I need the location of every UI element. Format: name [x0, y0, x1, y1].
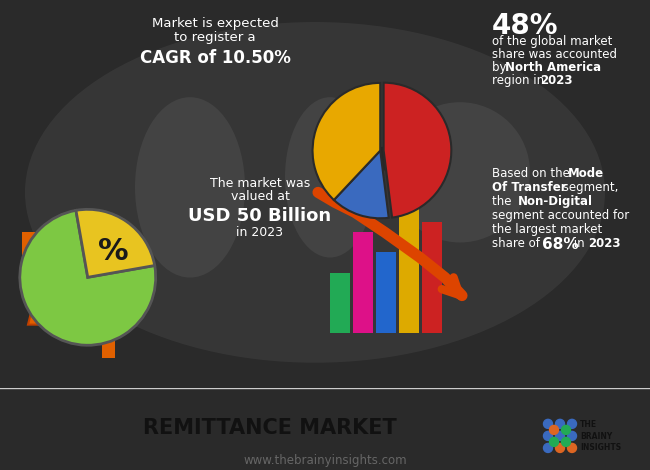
Text: North America: North America [505, 61, 601, 74]
Text: in 2023: in 2023 [237, 227, 283, 239]
Circle shape [562, 438, 571, 446]
Text: the largest market: the largest market [492, 223, 603, 236]
Circle shape [567, 443, 577, 453]
Text: segment,: segment, [559, 181, 618, 195]
Circle shape [549, 425, 558, 434]
Text: Based on the: Based on the [492, 167, 573, 180]
Text: segment accounted for: segment accounted for [492, 210, 629, 222]
Bar [376, 252, 396, 333]
Text: in: in [570, 237, 588, 251]
Ellipse shape [285, 97, 375, 258]
Circle shape [543, 443, 552, 453]
Ellipse shape [25, 22, 605, 363]
Circle shape [549, 438, 558, 446]
Circle shape [556, 419, 564, 428]
Wedge shape [334, 150, 389, 218]
Circle shape [567, 419, 577, 428]
Text: 68%: 68% [542, 237, 578, 252]
Circle shape [556, 431, 564, 440]
Bar [399, 203, 419, 333]
Text: share was accounted: share was accounted [492, 48, 617, 61]
Polygon shape [28, 305, 72, 325]
Bar [54, 233, 67, 298]
Text: valued at: valued at [231, 190, 289, 204]
Wedge shape [313, 83, 380, 200]
Ellipse shape [316, 147, 445, 171]
Text: Of Transfer: Of Transfer [492, 181, 567, 195]
Text: 48%: 48% [492, 12, 558, 40]
Text: region in: region in [492, 74, 548, 87]
Bar [86, 233, 99, 333]
Ellipse shape [135, 97, 245, 278]
Text: by: by [492, 61, 510, 74]
Wedge shape [20, 211, 156, 345]
Text: www.thebrainyinsights.com: www.thebrainyinsights.com [243, 454, 407, 467]
Text: REMITTANCE MARKET: REMITTANCE MARKET [143, 418, 397, 438]
Text: USD 50 Billion: USD 50 Billion [188, 207, 332, 226]
Text: of the global market: of the global market [492, 35, 612, 48]
Text: to register a: to register a [174, 31, 256, 44]
Text: share of: share of [492, 237, 543, 251]
Text: The market was: The market was [210, 177, 310, 190]
Circle shape [543, 419, 552, 428]
Point [39, 266, 49, 273]
Point [55, 272, 66, 279]
Wedge shape [76, 209, 155, 277]
Text: 2023: 2023 [540, 74, 573, 87]
Text: Market is expected: Market is expected [151, 17, 278, 30]
Ellipse shape [390, 102, 530, 243]
Point [23, 259, 34, 266]
Point [103, 302, 114, 309]
Circle shape [562, 425, 571, 434]
Text: 2023: 2023 [588, 237, 621, 251]
Text: THE
BRAINY
INSIGHTS: THE BRAINY INSIGHTS [580, 420, 621, 453]
Text: Mode: Mode [568, 167, 604, 180]
Point [87, 289, 98, 296]
Bar [70, 233, 83, 313]
Circle shape [543, 431, 552, 440]
Circle shape [567, 431, 577, 440]
Bar [38, 233, 51, 282]
Bar [102, 233, 115, 358]
Bar [353, 233, 373, 333]
Text: CAGR of 10.50%: CAGR of 10.50% [140, 49, 291, 67]
Text: the: the [492, 196, 515, 208]
Text: Non-Digital: Non-Digital [518, 196, 593, 208]
Bar [330, 273, 350, 333]
Point [72, 279, 82, 286]
Bar [422, 222, 442, 333]
Bar [22, 233, 35, 267]
Circle shape [556, 443, 564, 453]
Text: %: % [98, 237, 129, 266]
Wedge shape [384, 83, 451, 218]
